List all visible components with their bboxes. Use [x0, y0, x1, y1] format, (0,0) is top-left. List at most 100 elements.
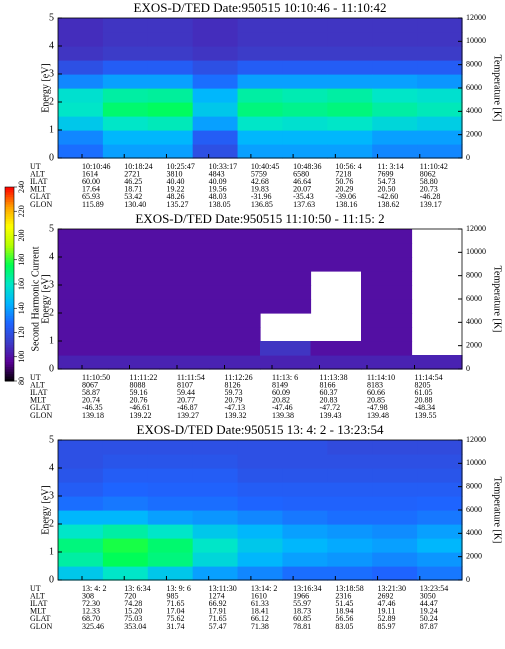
- ephemeris-cell: 19.83: [251, 185, 269, 194]
- ephemeris-cell: 17.91: [209, 607, 227, 616]
- heatmap-cell: [102, 32, 149, 47]
- heatmap-cell: [147, 74, 194, 89]
- colorbar-segment: [5, 361, 14, 365]
- colorbar-segment: [5, 264, 14, 268]
- heatmap-cell: [372, 88, 418, 103]
- heatmap-cell: [147, 18, 194, 33]
- heatmap-cell: [282, 566, 328, 581]
- ephemeris-cell: 138.05: [209, 200, 231, 209]
- heatmap-cell: [58, 32, 104, 47]
- ephemeris-cell: -47.46: [272, 403, 293, 412]
- heatmap-cell: [372, 32, 418, 47]
- colorbar-segment: [5, 208, 14, 212]
- heatmap-cell: [58, 524, 104, 539]
- ephemeris-cell: -46.87: [177, 403, 198, 412]
- colorbar-segment: [5, 250, 14, 253]
- ephemeris-cell: 139.48: [367, 411, 389, 420]
- ephemeris-row-label: ILAT: [30, 177, 47, 186]
- heatmap-cell: [159, 341, 211, 356]
- heatmap-cell: [58, 299, 110, 314]
- ephemeris-cell: 18.41: [251, 607, 269, 616]
- heatmap-cell: [58, 46, 104, 61]
- heatmap-cell: [361, 341, 413, 356]
- heatmap-cell: [282, 454, 328, 469]
- heatmap-cell: [209, 313, 261, 328]
- ephemeris-cell: -48.34: [415, 403, 436, 412]
- heatmap-cell: [237, 116, 284, 131]
- ephemeris-cell: 13:11:30: [209, 584, 237, 593]
- ephemeris-cell: 20.83: [320, 396, 338, 405]
- y-tick-label: 2: [49, 96, 54, 107]
- heatmap-cell: [327, 566, 373, 581]
- y-tick-label: 4: [49, 251, 54, 262]
- heatmap-cell: [237, 144, 284, 159]
- heatmap-cell: [108, 257, 160, 272]
- colorbar-segment: [5, 262, 14, 266]
- colorbar-segment: [5, 313, 14, 317]
- ephemeris-cell: 7699: [378, 169, 394, 178]
- ephemeris-cell: 74.28: [124, 599, 142, 608]
- colorbar-segment: [5, 293, 14, 297]
- colorbar-segment: [5, 298, 14, 302]
- y-tick-label: 0: [49, 152, 54, 163]
- colorbar-segment: [5, 254, 14, 258]
- ephemeris-row-label: GLON: [30, 200, 52, 209]
- heatmap-cell: [192, 130, 239, 145]
- colorbar-segment: [5, 376, 14, 380]
- heatmap-cell: [209, 299, 261, 314]
- heatmap-cell: [417, 116, 463, 131]
- heatmap-cell: [417, 18, 463, 33]
- ephemeris-cell: 10:33:17: [209, 162, 237, 171]
- heatmap-cell: [58, 130, 104, 145]
- heatmap-cell: [102, 468, 149, 483]
- heatmap-cell: [102, 60, 149, 75]
- heatmap-cell: [361, 271, 413, 286]
- heatmap-cell: [327, 102, 373, 117]
- y-tick-label: 5: [49, 434, 54, 445]
- y2-tick-label: 10000: [466, 458, 486, 467]
- heatmap-cell: [237, 46, 284, 61]
- heatmap-cell: [192, 74, 239, 89]
- ephemeris-cell: 139.18: [82, 411, 104, 420]
- heatmap-cell: [237, 482, 284, 497]
- heatmap-cell: [58, 327, 110, 342]
- heatmap-cell: [327, 18, 373, 33]
- ephemeris-cell: 11:10:50: [82, 373, 110, 382]
- heatmap-cell: [260, 229, 312, 244]
- heatmap-cell: [282, 510, 328, 525]
- heatmap-cell: [237, 510, 284, 525]
- ephemeris-cell: 60.66: [367, 388, 385, 397]
- heatmap-cell: [417, 496, 463, 511]
- heatmap-cell: [372, 538, 418, 553]
- heatmap-cell: [327, 496, 373, 511]
- y2-tick-label: 4000: [466, 528, 482, 537]
- heatmap-cell: [417, 74, 463, 89]
- heatmap-cell: [58, 566, 104, 581]
- heatmap-cell: [282, 524, 328, 539]
- y2-tick-label: 2000: [466, 129, 482, 138]
- heatmap-cell: [58, 74, 104, 89]
- ephemeris-cell: -46.61: [130, 403, 151, 412]
- panel-title: EXOS-D/TED Date:950515 13: 4: 2 - 13:23:…: [137, 422, 384, 437]
- ephemeris-cell: 10:25:47: [166, 162, 194, 171]
- colorbar-tick-label: 100: [17, 351, 26, 363]
- y-tick-label: 2: [49, 518, 54, 529]
- ephemeris-cell: 10:10:46: [82, 162, 110, 171]
- colorbar-segment: [5, 252, 14, 256]
- ephemeris-cell: 8088: [130, 380, 146, 389]
- heatmap-cell: [310, 257, 362, 272]
- ephemeris-cell: 52.89: [378, 614, 396, 623]
- heatmap-cell: [327, 144, 373, 159]
- ephemeris-cell: 720: [124, 591, 136, 600]
- ephemeris-cell: 139.22: [130, 411, 152, 420]
- heatmap-cell: [327, 116, 373, 131]
- heatmap-cell: [209, 271, 261, 286]
- colorbar-segment: [5, 235, 14, 239]
- ephemeris-cell: 20.76: [130, 396, 148, 405]
- heatmap-cell: [327, 552, 373, 567]
- ephemeris-cell: 75.03: [124, 614, 142, 623]
- colorbar-segment: [5, 187, 14, 190]
- heatmap-cell: [58, 285, 110, 300]
- heatmap-cell: [192, 60, 239, 75]
- ephemeris-row-label: ALT: [30, 591, 45, 600]
